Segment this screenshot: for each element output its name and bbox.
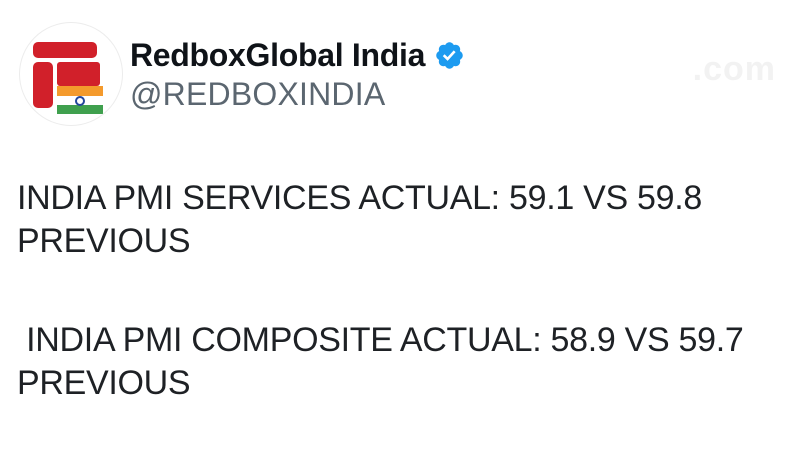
site-watermark: .com (692, 50, 776, 88)
post-text-paragraph-composite: INDIA PMI COMPOSITE ACTUAL: 58.9 VS 59.7… (17, 319, 744, 405)
flag-green-stripe (57, 105, 103, 114)
ashoka-chakra-icon (75, 95, 85, 106)
verified-badge-icon (436, 41, 463, 69)
logo-right-block (57, 62, 100, 86)
flag-white-stripe (57, 95, 103, 106)
avatar[interactable] (20, 23, 122, 125)
redbox-india-flag-logo (20, 23, 122, 125)
india-flag-icon (57, 86, 103, 114)
logo-top-bar (33, 42, 97, 58)
user-handle[interactable]: @REDBOXINDIA (130, 76, 386, 112)
display-name-row: RedboxGlobal India (130, 35, 465, 75)
flag-saffron-stripe (57, 86, 103, 96)
logo-left-bar (33, 62, 53, 108)
user-identity: RedboxGlobal India @REDBOXINDIA (130, 35, 465, 113)
post-header: RedboxGlobal India @REDBOXINDIA (20, 23, 465, 125)
post-text-paragraph-services: INDIA PMI SERVICES ACTUAL: 59.1 VS 59.8 … (17, 177, 702, 263)
post-text-line: PREVIOUS (17, 222, 191, 260)
display-name[interactable]: RedboxGlobal India (130, 37, 426, 73)
post-text-line: PREVIOUS (17, 364, 191, 402)
post-text-line: INDIA PMI SERVICES ACTUAL: 59.1 VS 59.8 (17, 179, 702, 217)
post-text-line: INDIA PMI COMPOSITE ACTUAL: 58.9 VS 59.7 (17, 321, 744, 359)
